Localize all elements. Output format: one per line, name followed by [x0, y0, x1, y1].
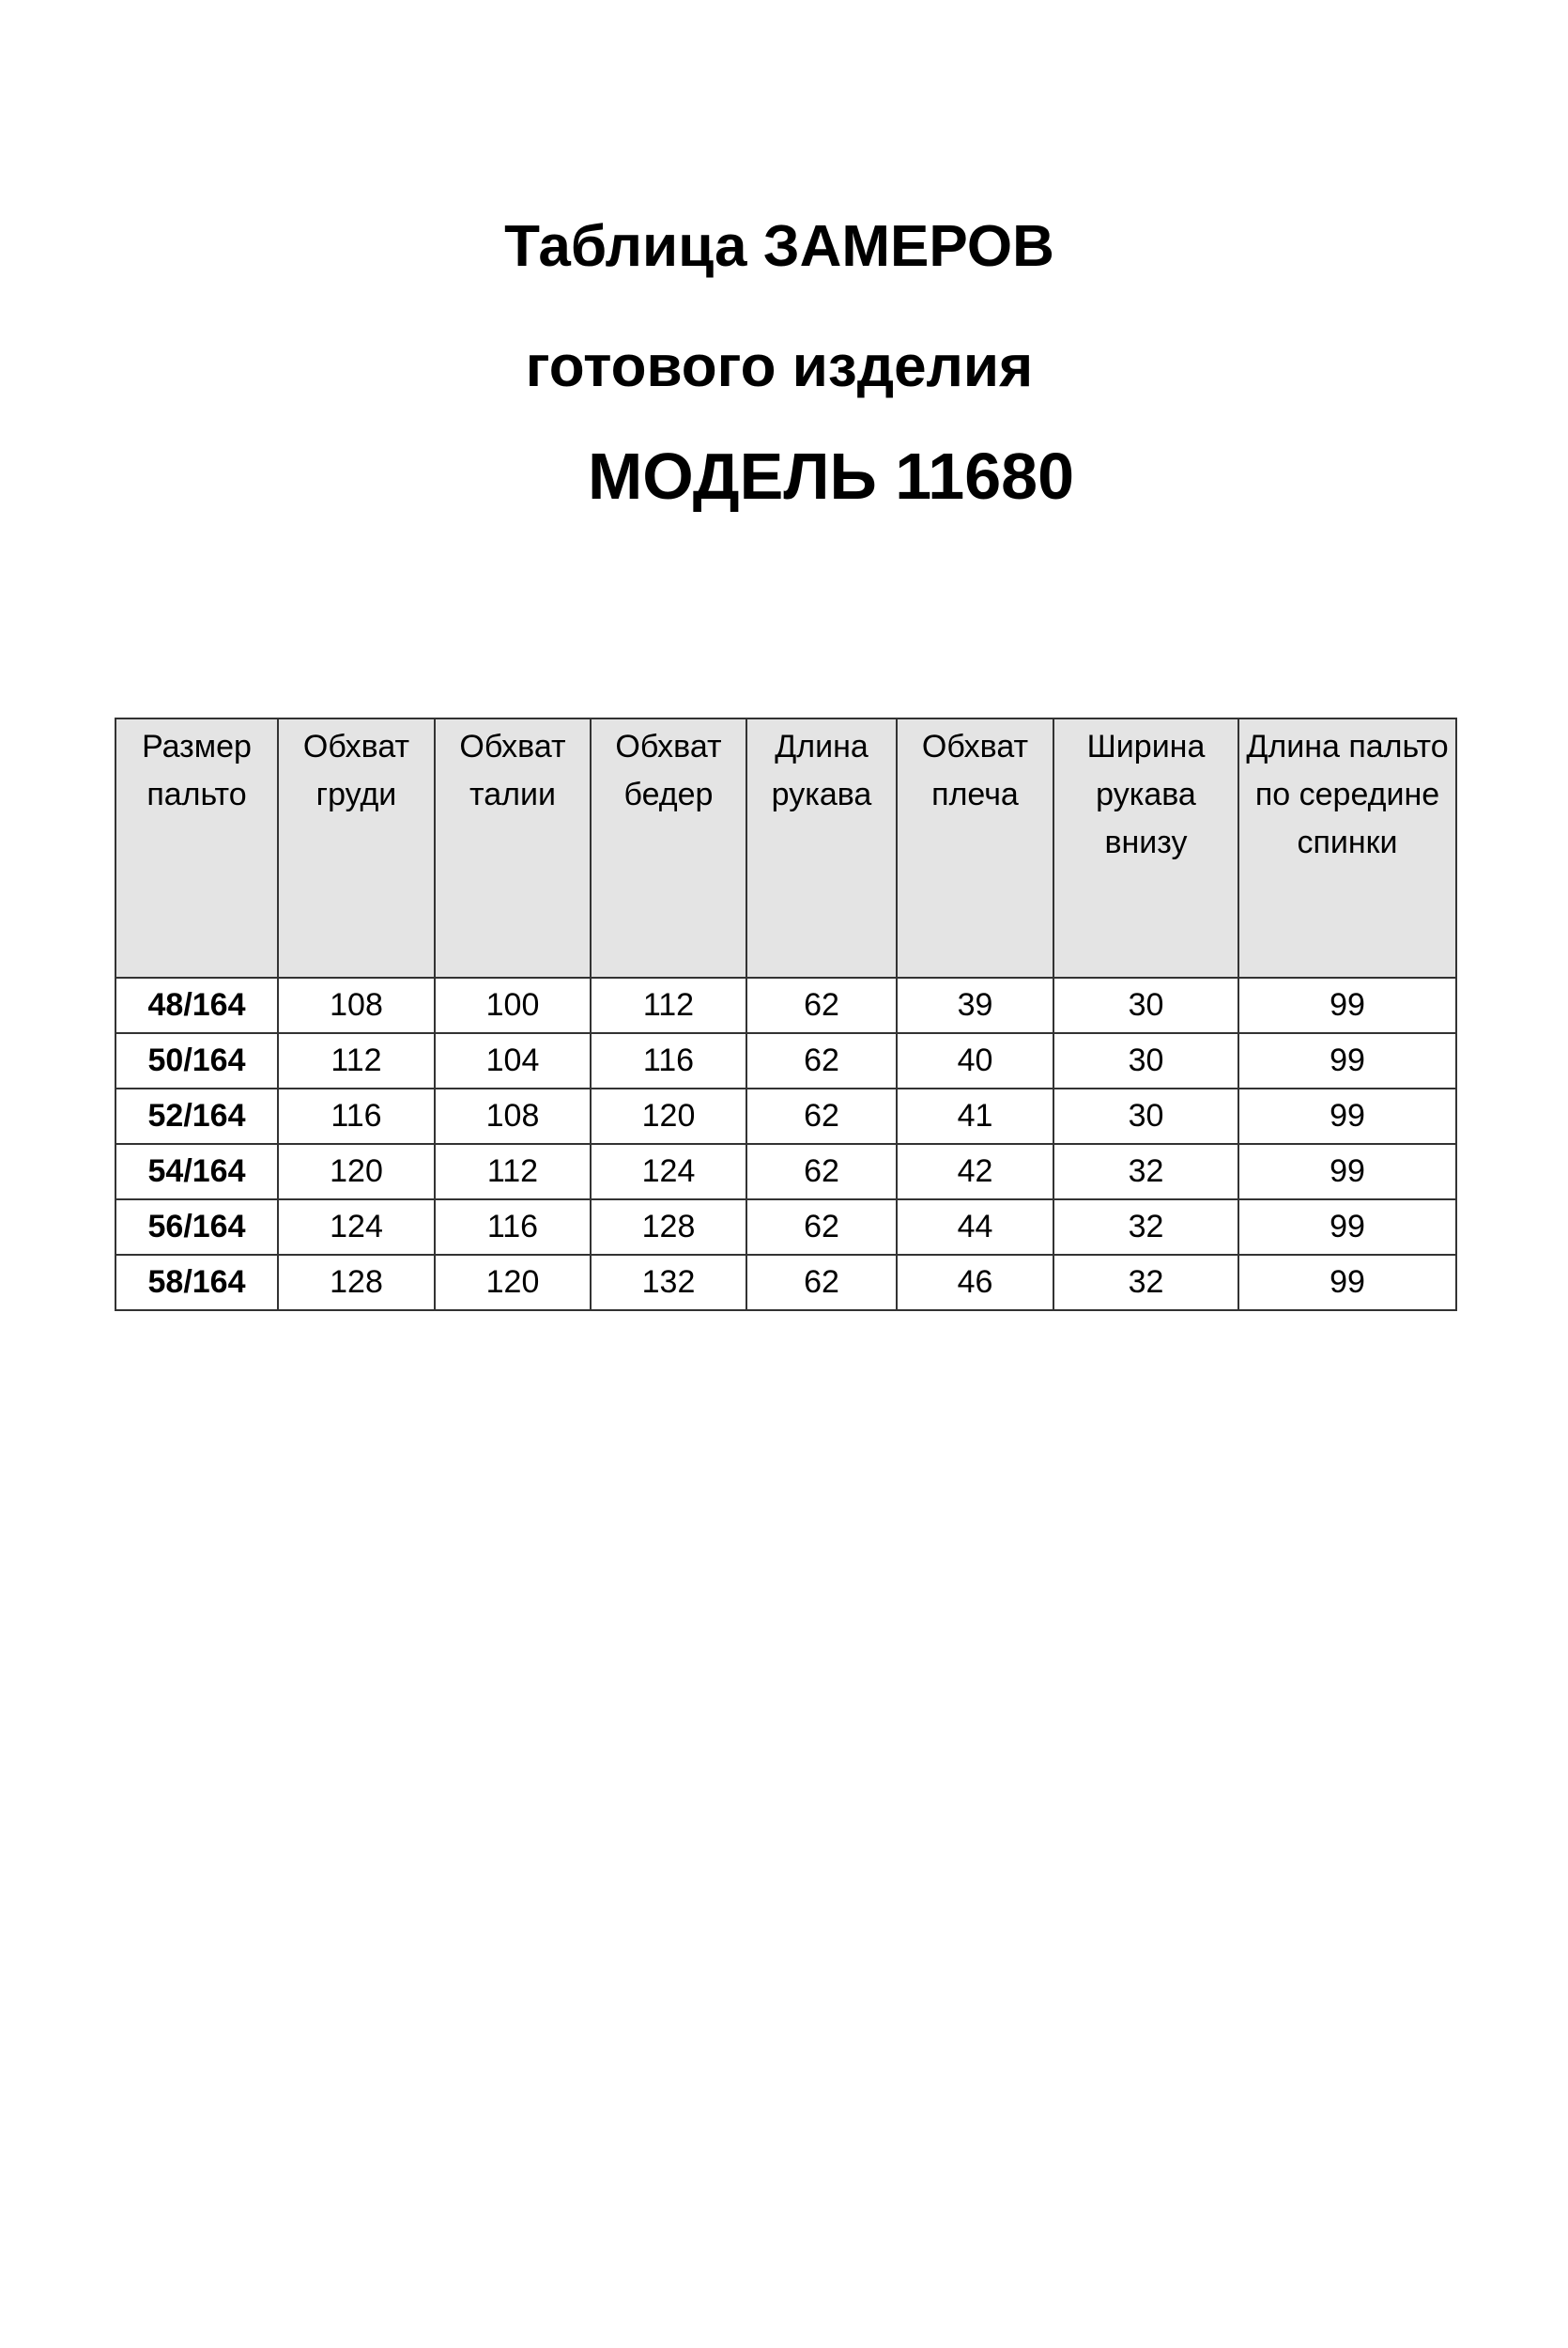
value-cell: 112 — [590, 977, 747, 1034]
size-cell: 58/164 — [115, 1254, 279, 1311]
size-cell: 50/164 — [115, 1032, 279, 1089]
value-cell: 120 — [590, 1088, 747, 1145]
value-cell: 99 — [1237, 1254, 1457, 1311]
value-cell: 132 — [590, 1254, 747, 1311]
column-header: Длина пальто по середине спинки — [1237, 718, 1457, 979]
value-cell: 100 — [434, 977, 592, 1034]
column-header: Обхват плеча — [896, 718, 1054, 979]
column-header: Обхват талии — [434, 718, 592, 979]
value-cell: 42 — [896, 1143, 1054, 1200]
value-cell: 62 — [746, 977, 898, 1034]
measurements-table: Размер пальто Обхват груди Обхват талии Обх… — [115, 718, 1457, 1311]
column-header: Обхват груди — [277, 718, 436, 979]
value-cell: 116 — [277, 1088, 436, 1145]
column-header: Ширина рукава внизу — [1053, 718, 1239, 979]
value-cell: 46 — [896, 1254, 1054, 1311]
table-row: 50/164 112 104 116 62 40 30 99 — [115, 1032, 1457, 1089]
value-cell: 120 — [277, 1143, 436, 1200]
value-cell: 41 — [896, 1088, 1054, 1145]
title-line-2: готового изделия — [525, 334, 1034, 399]
value-cell: 128 — [277, 1254, 436, 1311]
table-row: 54/164 120 112 124 62 42 32 99 — [115, 1143, 1457, 1200]
model-title: МОДЕЛЬ 11680 — [587, 440, 1075, 513]
size-cell: 54/164 — [115, 1143, 279, 1200]
column-header: Обхват бедер — [590, 718, 747, 979]
value-cell: 104 — [434, 1032, 592, 1089]
value-cell: 99 — [1237, 1198, 1457, 1256]
value-cell: 30 — [1053, 1088, 1239, 1145]
value-cell: 62 — [746, 1088, 898, 1145]
value-cell: 99 — [1237, 977, 1457, 1034]
value-cell: 62 — [746, 1254, 898, 1311]
value-cell: 112 — [277, 1032, 436, 1089]
table-row: 48/164 108 100 112 62 39 30 99 — [115, 977, 1457, 1034]
value-cell: 40 — [896, 1032, 1054, 1089]
value-cell: 124 — [277, 1198, 436, 1256]
value-cell: 116 — [434, 1198, 592, 1256]
value-cell: 32 — [1053, 1198, 1239, 1256]
value-cell: 32 — [1053, 1143, 1239, 1200]
value-cell: 30 — [1053, 1032, 1239, 1089]
value-cell: 62 — [746, 1032, 898, 1089]
value-cell: 30 — [1053, 977, 1239, 1034]
value-cell: 32 — [1053, 1254, 1239, 1311]
value-cell: 99 — [1237, 1143, 1457, 1200]
value-cell: 44 — [896, 1198, 1054, 1256]
value-cell: 124 — [590, 1143, 747, 1200]
value-cell: 108 — [277, 977, 436, 1034]
column-header: Размер пальто — [115, 718, 279, 979]
column-header: Длина рукава — [746, 718, 898, 979]
table-row: 56/164 124 116 128 62 44 32 99 — [115, 1198, 1457, 1256]
size-cell: 56/164 — [115, 1198, 279, 1256]
table-row: 58/164 128 120 132 62 46 32 99 — [115, 1254, 1457, 1311]
size-cell: 52/164 — [115, 1088, 279, 1145]
value-cell: 112 — [434, 1143, 592, 1200]
value-cell: 62 — [746, 1198, 898, 1256]
value-cell: 128 — [590, 1198, 747, 1256]
size-cell: 48/164 — [115, 977, 279, 1034]
value-cell: 39 — [896, 977, 1054, 1034]
value-cell: 99 — [1237, 1032, 1457, 1089]
value-cell: 120 — [434, 1254, 592, 1311]
value-cell: 116 — [590, 1032, 747, 1089]
value-cell: 99 — [1237, 1088, 1457, 1145]
value-cell: 108 — [434, 1088, 592, 1145]
table-header-row: Размер пальто Обхват груди Обхват талии Обх… — [115, 718, 1457, 979]
table-row: 52/164 116 108 120 62 41 30 99 — [115, 1088, 1457, 1145]
value-cell: 62 — [746, 1143, 898, 1200]
title-line-1: Таблица ЗАМЕРОВ — [504, 214, 1054, 279]
